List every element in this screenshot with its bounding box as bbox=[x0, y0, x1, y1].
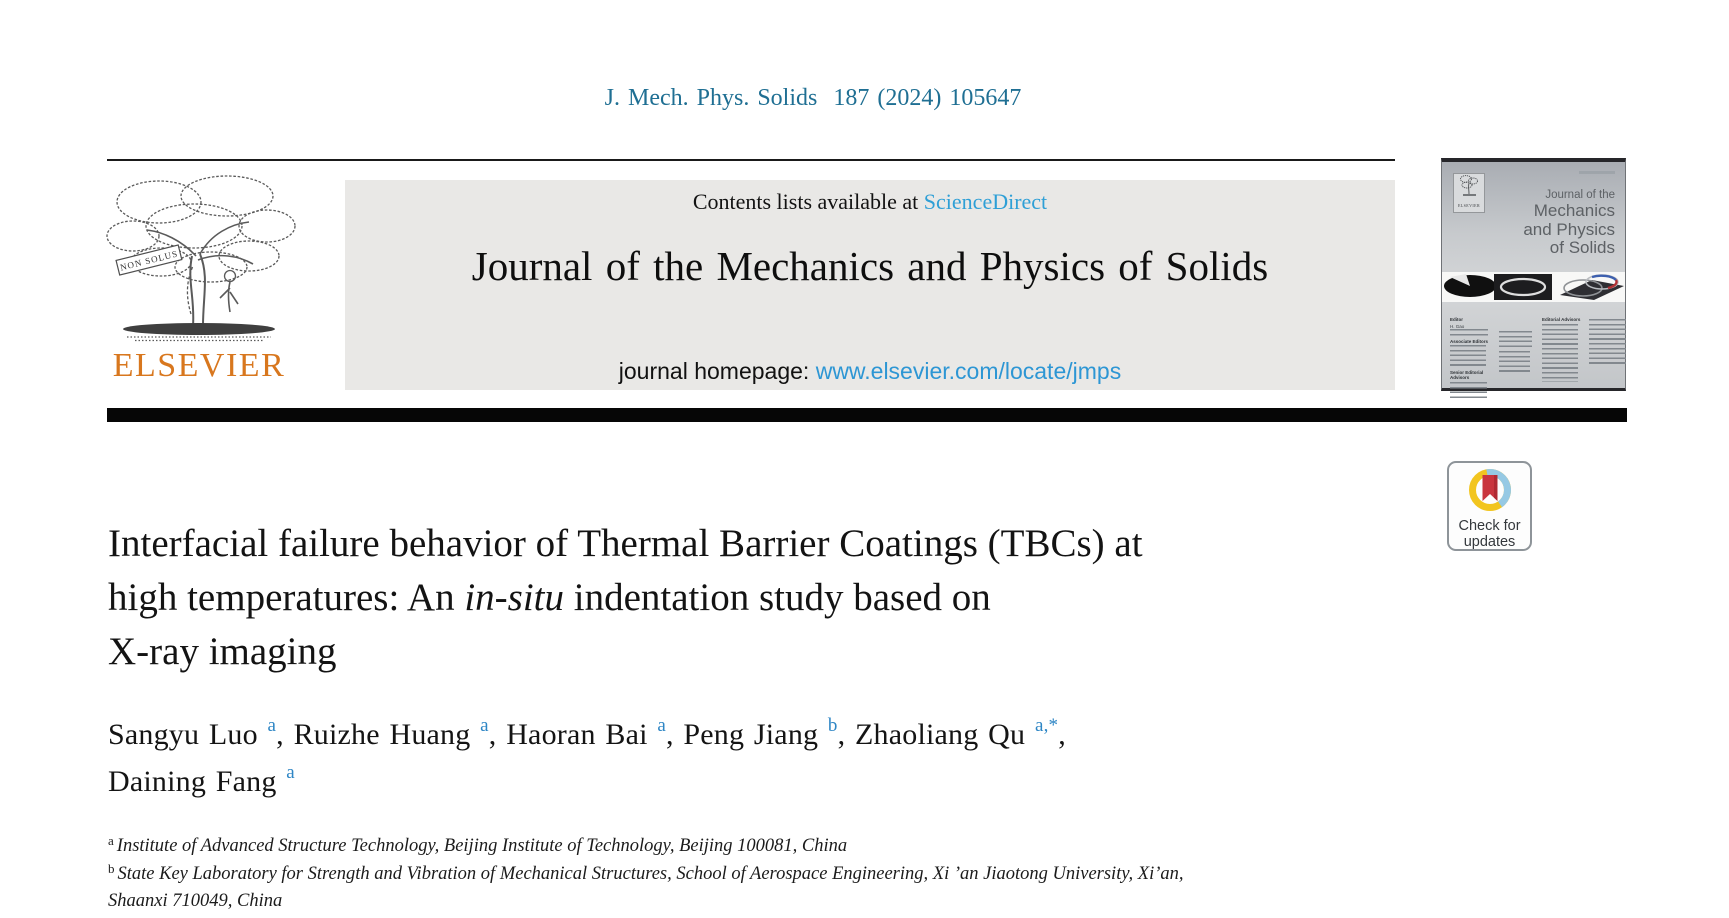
affiliation-list: a Institute of Advanced Structure Technol… bbox=[108, 833, 1508, 916]
author-name: Daining Fang bbox=[108, 765, 287, 798]
author-affiliation-ref[interactable]: a,* bbox=[1034, 715, 1059, 736]
elsevier-logo: NON SOLUS ELSEVIER bbox=[98, 164, 300, 400]
author-separator: , bbox=[665, 718, 684, 751]
author-separator: , bbox=[488, 718, 507, 751]
affiliation-ref: a bbox=[108, 833, 114, 848]
affiliation-text: Shaanxi 710049, China bbox=[108, 891, 283, 911]
journal-banner: Contents lists available at ScienceDirec… bbox=[345, 180, 1395, 390]
cover-section-heading: Editor bbox=[1450, 317, 1463, 322]
cover-tree-icon bbox=[1460, 175, 1478, 196]
crossmark-icon bbox=[1468, 469, 1511, 511]
author-list: Sangyu Luo a, Ruizhe Huang a, Haoran Bai… bbox=[108, 711, 1388, 805]
cover-section-heading: Associate Editors bbox=[1450, 338, 1489, 344]
cover-editor-col bbox=[1589, 314, 1631, 383]
contents-prefix: Contents lists available at bbox=[692, 189, 924, 214]
journal-title: Journal of the Mechanics and Physics of … bbox=[471, 243, 1269, 289]
badge-label-line2: updates bbox=[1463, 534, 1516, 550]
elsevier-tree-icon: NON SOLUS bbox=[106, 175, 296, 342]
cover-section-heading: Senior Editorial Advisors bbox=[1450, 370, 1484, 380]
homepage-line: journal homepage: www.elsevier.com/locat… bbox=[345, 358, 1395, 385]
badge-label-line1: Check for bbox=[1458, 518, 1521, 534]
author-affiliation-ref[interactable]: a bbox=[286, 762, 295, 783]
author-separator: , bbox=[1058, 718, 1066, 751]
header-top-rule bbox=[107, 159, 1395, 161]
author-name: Peng Jiang bbox=[683, 718, 828, 751]
affiliation-text: State Key Laboratory for Strength and Vi… bbox=[117, 863, 1184, 884]
cover-journal-title: Journal of the Mechanics and Physics of Sol… bbox=[1523, 189, 1615, 258]
journal-cover-thumbnail[interactable]: ELSEVIER Journal of the Mechanics and Phys… bbox=[1441, 158, 1626, 398]
author-affiliation-ref[interactable]: a bbox=[657, 715, 666, 736]
cover-editor-list: Editor H. Gao Associate Editors Senior E… bbox=[1450, 314, 1626, 398]
elsevier-wordmark: ELSEVIER bbox=[112, 347, 286, 384]
author-affiliation-ref[interactable]: a bbox=[267, 715, 277, 736]
author-separator: , bbox=[276, 718, 294, 751]
cover-elsevier-logo: ELSEVIER bbox=[1453, 173, 1485, 213]
cover-title-line: Journal of the bbox=[1545, 189, 1615, 201]
author-name: Zhaoliang Qu bbox=[855, 718, 1035, 751]
cover-artwork bbox=[1444, 274, 1624, 300]
sciencedirect-link[interactable]: ScienceDirect bbox=[923, 189, 1048, 214]
author-name: Ruizhe Huang bbox=[293, 718, 481, 751]
affiliation-ref: b bbox=[108, 860, 115, 876]
header-bottom-rule bbox=[107, 408, 1627, 422]
journal-citation: J. Mech. Phys. Solids 187 (2024) 105647 bbox=[604, 85, 1022, 111]
affiliation: b State Key Laboratory for Strength and V… bbox=[108, 861, 1508, 916]
author-name: Sangyu Luo bbox=[108, 718, 268, 751]
author-affiliation-ref[interactable]: b bbox=[827, 715, 838, 736]
check-updates-badge[interactable]: Check for updates bbox=[1447, 461, 1532, 551]
cover-artwork-strip bbox=[1442, 272, 1625, 302]
cover-editor-col bbox=[1499, 314, 1535, 383]
article-title-line: high temperatures: An in-situ indentatio… bbox=[108, 576, 991, 619]
author-line: Daining Fang a bbox=[108, 758, 1388, 805]
cover-editor-col: Editor H. Gao Associate Editors Senior E… bbox=[1450, 314, 1492, 398]
cover-issn-placeholder bbox=[1579, 171, 1615, 174]
affiliation-text: Institute of Advanced Structure Technolo… bbox=[116, 836, 848, 856]
author-separator: , bbox=[837, 718, 856, 751]
cover-title-line: of Solids bbox=[1549, 238, 1615, 257]
cover-editor-name: H. Gao bbox=[1450, 323, 1465, 329]
author-affiliation-ref[interactable]: a bbox=[480, 715, 489, 736]
article-title-line: Interfacial failure behavior of Thermal … bbox=[108, 522, 1143, 565]
author-name: Haoran Bai bbox=[506, 718, 658, 751]
cover-section-heading: Editorial Advisors bbox=[1542, 317, 1581, 322]
article-title-line: X-ray imaging bbox=[108, 630, 337, 673]
cover-title-line: and Physics bbox=[1523, 219, 1615, 239]
cover-title-line: Mechanics bbox=[1533, 201, 1615, 220]
author-line: Sangyu Luo a, Ruizhe Huang a, Haoran Bai… bbox=[108, 711, 1388, 758]
homepage-prefix: journal homepage: bbox=[618, 358, 816, 384]
cover-publisher-label: ELSEVIER bbox=[1457, 203, 1481, 208]
contents-line: Contents lists available at ScienceDirec… bbox=[345, 189, 1395, 215]
article-title: Interfacial failure behavior of Thermal … bbox=[108, 517, 1428, 679]
homepage-link[interactable]: www.elsevier.com/locate/jmps bbox=[815, 358, 1122, 384]
affiliation: a Institute of Advanced Structure Technol… bbox=[108, 833, 1508, 861]
cover-editor-col: Editorial Advisors bbox=[1542, 314, 1582, 383]
